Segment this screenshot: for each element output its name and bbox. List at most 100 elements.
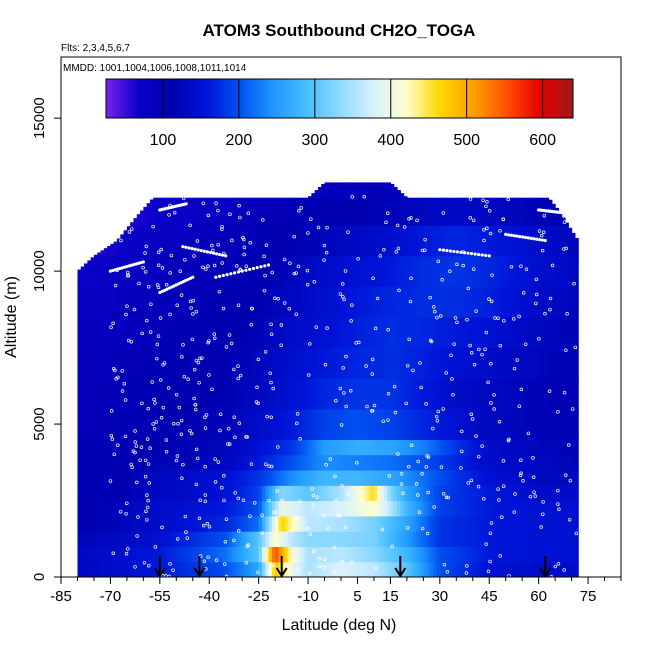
heatmap-cell: [565, 408, 569, 440]
heatmap-cell: [294, 531, 299, 548]
heatmap-cell: [163, 469, 168, 486]
heatmap-cell: [268, 286, 273, 318]
heatmap-cell: [489, 500, 494, 517]
heatmap-cell: [380, 182, 385, 199]
heatmap-cell: [489, 408, 494, 440]
heatmap-cell: [209, 347, 214, 379]
heatmap-cell: [232, 515, 237, 532]
heatmap-cell: [341, 439, 345, 456]
sample-point: [397, 288, 401, 293]
heatmap-cell: [370, 255, 375, 288]
heatmap-cell: [103, 286, 108, 318]
heatmap-cell: [446, 317, 451, 349]
heatmap-cell: [232, 469, 237, 486]
heatmap-cell: [403, 515, 408, 532]
heatmap-cell: [354, 317, 359, 349]
heatmap-cell: [182, 408, 187, 440]
heatmap-cell: [113, 317, 118, 349]
sample-point: [474, 309, 478, 313]
heatmap-cell: [479, 531, 484, 548]
sample-point: [205, 521, 210, 526]
heatmap-cell: [252, 408, 256, 440]
heatmap-cell: [133, 454, 138, 471]
heatmap-cell: [143, 206, 148, 226]
sample-point: [540, 238, 545, 242]
heatmap-cell: [130, 286, 135, 318]
heatmap-cell: [149, 561, 154, 577]
heatmap-cell: [453, 286, 457, 318]
heatmap-cell: [479, 347, 484, 379]
heatmap-cell: [492, 531, 497, 548]
heatmap-cell: [199, 439, 204, 456]
heatmap-cell: [298, 408, 303, 440]
heatmap-cell: [462, 408, 467, 440]
heatmap-cell: [271, 454, 276, 471]
heatmap-cell: [568, 546, 573, 563]
heatmap-cell: [219, 454, 224, 471]
sample-point: [227, 442, 232, 446]
sample-point: [512, 366, 517, 371]
heatmap-cell: [479, 408, 484, 440]
heatmap-cell: [373, 439, 378, 456]
heatmap-cell: [545, 500, 550, 517]
heatmap-cell: [574, 347, 579, 379]
sample-point: [233, 271, 237, 275]
heatmap-cell: [413, 439, 418, 456]
heatmap-cell: [298, 378, 303, 410]
heatmap-cell: [225, 469, 230, 486]
heatmap-cell: [347, 225, 352, 257]
heatmap-cell: [380, 408, 385, 440]
sample-point: [311, 503, 316, 507]
heatmap-cell: [518, 546, 523, 563]
heatmap-cell: [495, 378, 500, 410]
heatmap-cell: [459, 225, 464, 257]
heatmap-cell: [156, 255, 161, 288]
heatmap-cell: [288, 500, 293, 517]
sample-point: [164, 450, 169, 454]
heatmap-cell: [232, 439, 237, 456]
heatmap-cell: [469, 347, 474, 379]
heatmap-cell: [268, 561, 273, 577]
sample-point: [423, 248, 427, 252]
sample-point: [133, 440, 138, 444]
heatmap-cell: [485, 546, 490, 563]
heatmap-cell: [344, 439, 349, 456]
heatmap-cell: [403, 347, 408, 379]
heatmap-cell: [192, 454, 197, 471]
heatmap-cell: [225, 347, 230, 379]
heatmap-cell: [350, 255, 355, 288]
heatmap-cell: [100, 500, 105, 517]
heatmap-cell: [439, 439, 444, 456]
sample-point: [299, 206, 303, 210]
heatmap-cell: [146, 317, 151, 349]
heatmap-cell: [522, 225, 527, 257]
heatmap-cell: [505, 317, 510, 349]
heatmap-cell: [403, 454, 408, 471]
heatmap-cell: [373, 485, 378, 502]
heatmap-cell: [146, 439, 151, 456]
heatmap-cell: [163, 500, 168, 517]
heatmap-cell: [334, 485, 339, 502]
heatmap-cell: [400, 469, 405, 486]
heatmap-cell: [288, 408, 293, 440]
heatmap-cell: [350, 408, 355, 440]
heatmap-cell: [156, 469, 161, 486]
heatmap-cell: [268, 225, 273, 257]
heatmap-cell: [278, 439, 283, 456]
heatmap-cell: [97, 378, 102, 410]
heatmap-cell: [136, 561, 141, 577]
heatmap-cell: [403, 531, 408, 548]
sample-point: [370, 357, 375, 362]
heatmap-cell: [248, 225, 253, 257]
sample-point: [138, 458, 142, 462]
heatmap-cell: [133, 255, 138, 288]
heatmap-cell: [423, 485, 428, 502]
heatmap-cell: [275, 408, 280, 440]
sample-point: [448, 269, 452, 274]
heatmap-cell: [453, 515, 457, 532]
heatmap-cell: [77, 378, 82, 410]
heatmap-cell: [298, 317, 303, 349]
heatmap-cell: [308, 286, 312, 318]
sample-point: [268, 371, 272, 376]
heatmap-cell: [495, 347, 500, 379]
